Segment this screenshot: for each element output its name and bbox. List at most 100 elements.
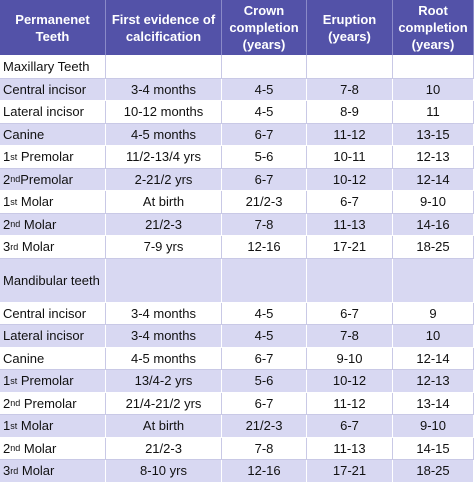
table-cell: 9 [393, 302, 474, 325]
table-cell: 18-25 [393, 460, 474, 483]
table-cell: 10-12 months [106, 101, 222, 124]
empty-cell [393, 258, 474, 303]
table-cell: At birth [106, 415, 222, 438]
tooth-label: Molar [17, 194, 54, 210]
table-cell: 10-12 [307, 370, 393, 393]
table-cell: 4-5 months [106, 347, 222, 370]
table-cell: 12-13 [393, 370, 474, 393]
table-cell: 21/4-21/2 yrs [106, 392, 222, 415]
table-cell: 10-11 [307, 146, 393, 169]
empty-cell [222, 56, 307, 79]
table-cell: 17-21 [307, 236, 393, 259]
table-cell: 9-10 [393, 415, 474, 438]
header-cell: Root completion (years) [393, 0, 474, 56]
table-cell: 4-5 [222, 101, 307, 124]
table-cell: 18-25 [393, 236, 474, 259]
tooth-name: Canine [0, 123, 106, 146]
table-cell: 6-7 [222, 347, 307, 370]
table-cell: 11-12 [307, 392, 393, 415]
table-cell: 3-4 months [106, 78, 222, 101]
ordinal: 1 [3, 373, 11, 389]
table-cell: 7-8 [222, 437, 307, 460]
tooth-label: Premolar [20, 171, 73, 187]
table-cell: 4-5 [222, 302, 307, 325]
table-cell: 11-13 [307, 213, 393, 236]
section-label: Mandibular teeth [0, 258, 106, 303]
section-label: Maxillary Teeth [0, 56, 106, 79]
empty-cell [106, 258, 222, 303]
table-cell: 7-9 yrs [106, 236, 222, 259]
tooth-label: Molar [17, 418, 54, 434]
table-cell: 12-14 [393, 168, 474, 191]
tooth-name: Central incisor [0, 302, 106, 325]
table-cell: 11-12 [307, 123, 393, 146]
table-cell: 6-7 [307, 191, 393, 214]
table-cell: 5-6 [222, 146, 307, 169]
table-cell: 21/2-3 [106, 437, 222, 460]
table-cell: 7-8 [307, 78, 393, 101]
tooth-name: Lateral incisor [0, 101, 106, 124]
table-cell: 12-13 [393, 146, 474, 169]
table-cell: 7-8 [222, 213, 307, 236]
table-cell: 3-4 months [106, 302, 222, 325]
header-cell: First evidence of calcification [106, 0, 222, 56]
ordinal: 1 [3, 194, 11, 210]
table-cell: 14-15 [393, 437, 474, 460]
tooth-label: Premolar [17, 149, 74, 165]
table-cell: 9-10 [307, 347, 393, 370]
tooth-name: Lateral incisor [0, 325, 106, 348]
table-cell: 13/4-2 yrs [106, 370, 222, 393]
table-cell: 3-4 months [106, 325, 222, 348]
empty-cell [307, 56, 393, 79]
table-cell: At birth [106, 191, 222, 214]
table-cell: 4-5 [222, 325, 307, 348]
ordinal: 2 [3, 171, 11, 187]
tooth-label: Premolar [20, 395, 77, 411]
table-cell: 4-5 [222, 78, 307, 101]
table-cell: 14-16 [393, 213, 474, 236]
table-cell: 6-7 [222, 168, 307, 191]
table-cell: 12-16 [222, 460, 307, 483]
table-cell: 10-12 [307, 168, 393, 191]
table-cell: 9-10 [393, 191, 474, 214]
table-cell: 8-10 yrs [106, 460, 222, 483]
table-cell: 8-9 [307, 101, 393, 124]
tooth-label: Molar [18, 463, 55, 479]
header-cell: Eruption (years) [307, 0, 393, 56]
empty-cell [307, 258, 393, 303]
header-cell: Permanenet Teeth [0, 0, 106, 56]
tooth-name: Central incisor [0, 78, 106, 101]
table-cell: 12-14 [393, 347, 474, 370]
table-cell: 6-7 [222, 123, 307, 146]
table-cell: 11-13 [307, 437, 393, 460]
table-cell: 6-7 [307, 415, 393, 438]
ordinal: 2 [3, 395, 11, 411]
table-cell: 5-6 [222, 370, 307, 393]
table-cell: 13-15 [393, 123, 474, 146]
table-cell: 10 [393, 78, 474, 101]
empty-cell [393, 56, 474, 79]
ordinal: 1 [3, 418, 11, 434]
tooth-name: Canine [0, 347, 106, 370]
empty-cell [106, 56, 222, 79]
table-cell: 7-8 [307, 325, 393, 348]
tooth-label: Molar [18, 239, 55, 255]
table-cell: 17-21 [307, 460, 393, 483]
table-cell: 11/2-13/4 yrs [106, 146, 222, 169]
table-cell: 21/2-3 [222, 415, 307, 438]
table-cell: 4-5 months [106, 123, 222, 146]
tooth-label: Molar [20, 440, 57, 456]
header-cell: Crown completion (years) [222, 0, 307, 56]
tooth-label: Molar [20, 216, 57, 232]
table-cell: 6-7 [222, 392, 307, 415]
